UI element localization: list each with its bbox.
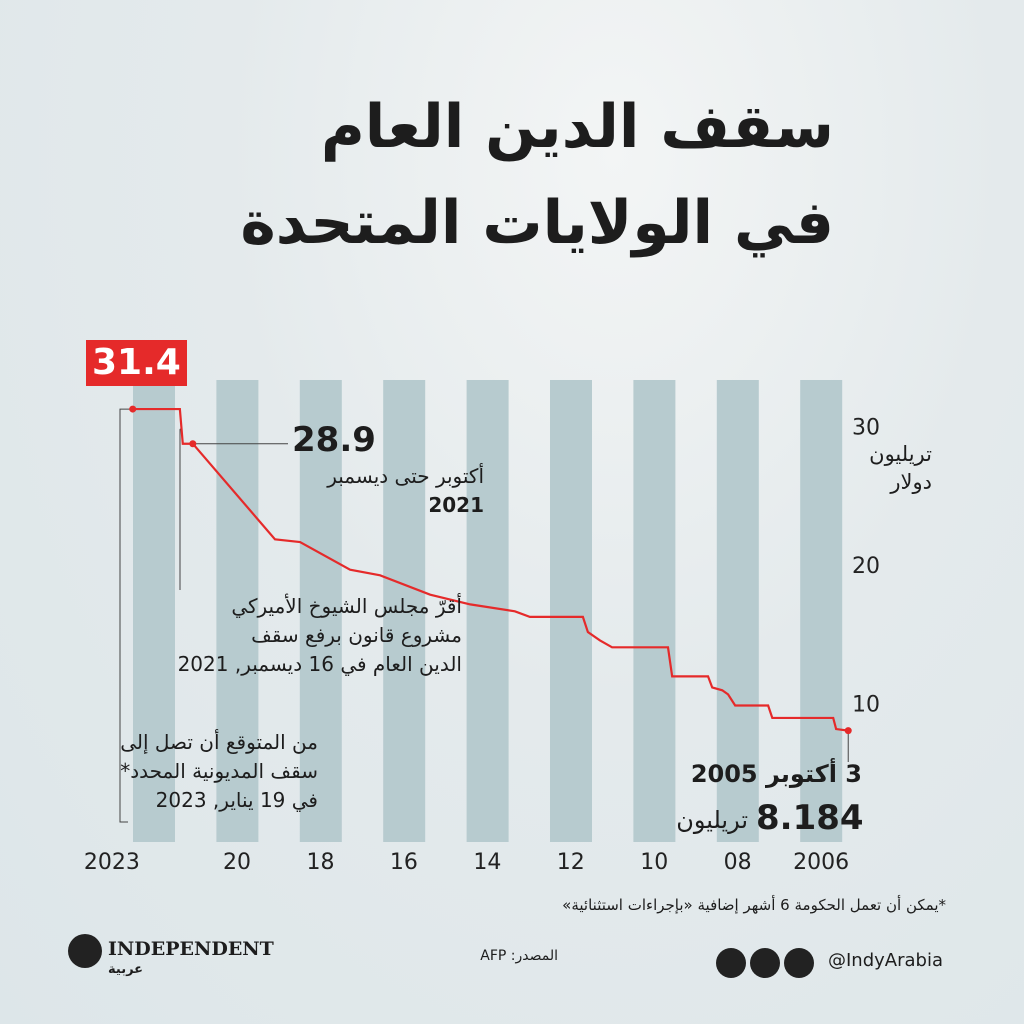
twitter-icon[interactable] bbox=[716, 948, 746, 978]
x-tick-label: 16 bbox=[390, 850, 418, 875]
y-tick-label: 20 bbox=[852, 554, 880, 579]
annotation-line: أكتوبر حتى ديسمبر bbox=[327, 464, 484, 488]
y-tick-label: 30 bbox=[852, 415, 880, 440]
y-axis-label-line: دولار bbox=[890, 470, 932, 494]
footnote: *يمكن أن تعمل الحكومة 6 أشهر إضافية «بإج… bbox=[562, 896, 946, 914]
stripe bbox=[133, 380, 175, 842]
annotation: 3 أكتوبر 2005 bbox=[690, 760, 862, 788]
value-label: 8.184 bbox=[756, 798, 864, 838]
stripe bbox=[383, 380, 426, 842]
logo-icon bbox=[68, 934, 102, 968]
annotation-line: في 19 يناير, 2023 bbox=[155, 788, 318, 812]
source: المصدر: AFP bbox=[480, 948, 558, 964]
logo: INDEPENDENT bbox=[108, 938, 274, 960]
annotation-line: من المتوقع أن تصل إلى bbox=[120, 730, 318, 754]
max-value-label: 31.4 bbox=[86, 340, 187, 386]
x-tick-label: 10 bbox=[640, 850, 668, 875]
stripe bbox=[216, 380, 259, 842]
title-line: في الولايات المتحدة bbox=[240, 188, 834, 258]
point bbox=[844, 727, 852, 735]
annotation-line: الدين العام في 16 ديسمبر, 2021 bbox=[177, 652, 462, 676]
y-tick-label: 10 bbox=[852, 692, 880, 717]
annotation-line: مشروع قانون برفع سقف bbox=[251, 623, 462, 647]
annotation-line: 2021 bbox=[428, 493, 484, 517]
facebook-icon[interactable] bbox=[750, 948, 780, 978]
title-line: سقف الدين العام bbox=[320, 92, 834, 162]
annotation: أكتوبر حتى ديسمبر 2021 bbox=[327, 462, 484, 520]
logo-sub: عربية bbox=[108, 962, 144, 977]
x-tick-label: 2006 bbox=[793, 850, 849, 875]
value-label: 28.9 bbox=[292, 420, 376, 460]
instagram-icon[interactable] bbox=[784, 948, 814, 978]
y-axis-label: تريليون دولار bbox=[869, 440, 932, 496]
x-tick-label: 20 bbox=[223, 850, 251, 875]
annotation: من المتوقع أن تصل إلى سقف المديونية المح… bbox=[120, 728, 318, 815]
point bbox=[129, 405, 137, 413]
point bbox=[189, 440, 197, 448]
leader-line bbox=[119, 408, 133, 823]
handle[interactable]: @IndyArabia bbox=[828, 950, 943, 971]
debt-ceiling-line bbox=[132, 407, 849, 732]
annotation-line: أقرّ مجلس الشيوخ الأميركي bbox=[231, 594, 462, 618]
x-tick-label: 2023 bbox=[84, 850, 140, 875]
annotation-line: سقف المديونية المحدد* bbox=[120, 759, 318, 783]
annotation: أقرّ مجلس الشيوخ الأميركي مشروع قانون بر… bbox=[178, 592, 462, 679]
y-axis-label-line: تريليون bbox=[869, 442, 932, 466]
x-tick-label: 08 bbox=[724, 850, 752, 875]
stripe bbox=[466, 380, 509, 842]
stripe bbox=[550, 380, 592, 842]
stripe bbox=[800, 380, 843, 842]
x-tick-label: 12 bbox=[557, 850, 585, 875]
annotation: تريليون bbox=[676, 806, 748, 834]
stripe bbox=[716, 380, 759, 842]
x-tick-label: 14 bbox=[473, 850, 501, 875]
x-tick-label: 18 bbox=[306, 850, 334, 875]
stripe bbox=[299, 380, 342, 842]
stripe bbox=[633, 380, 676, 842]
